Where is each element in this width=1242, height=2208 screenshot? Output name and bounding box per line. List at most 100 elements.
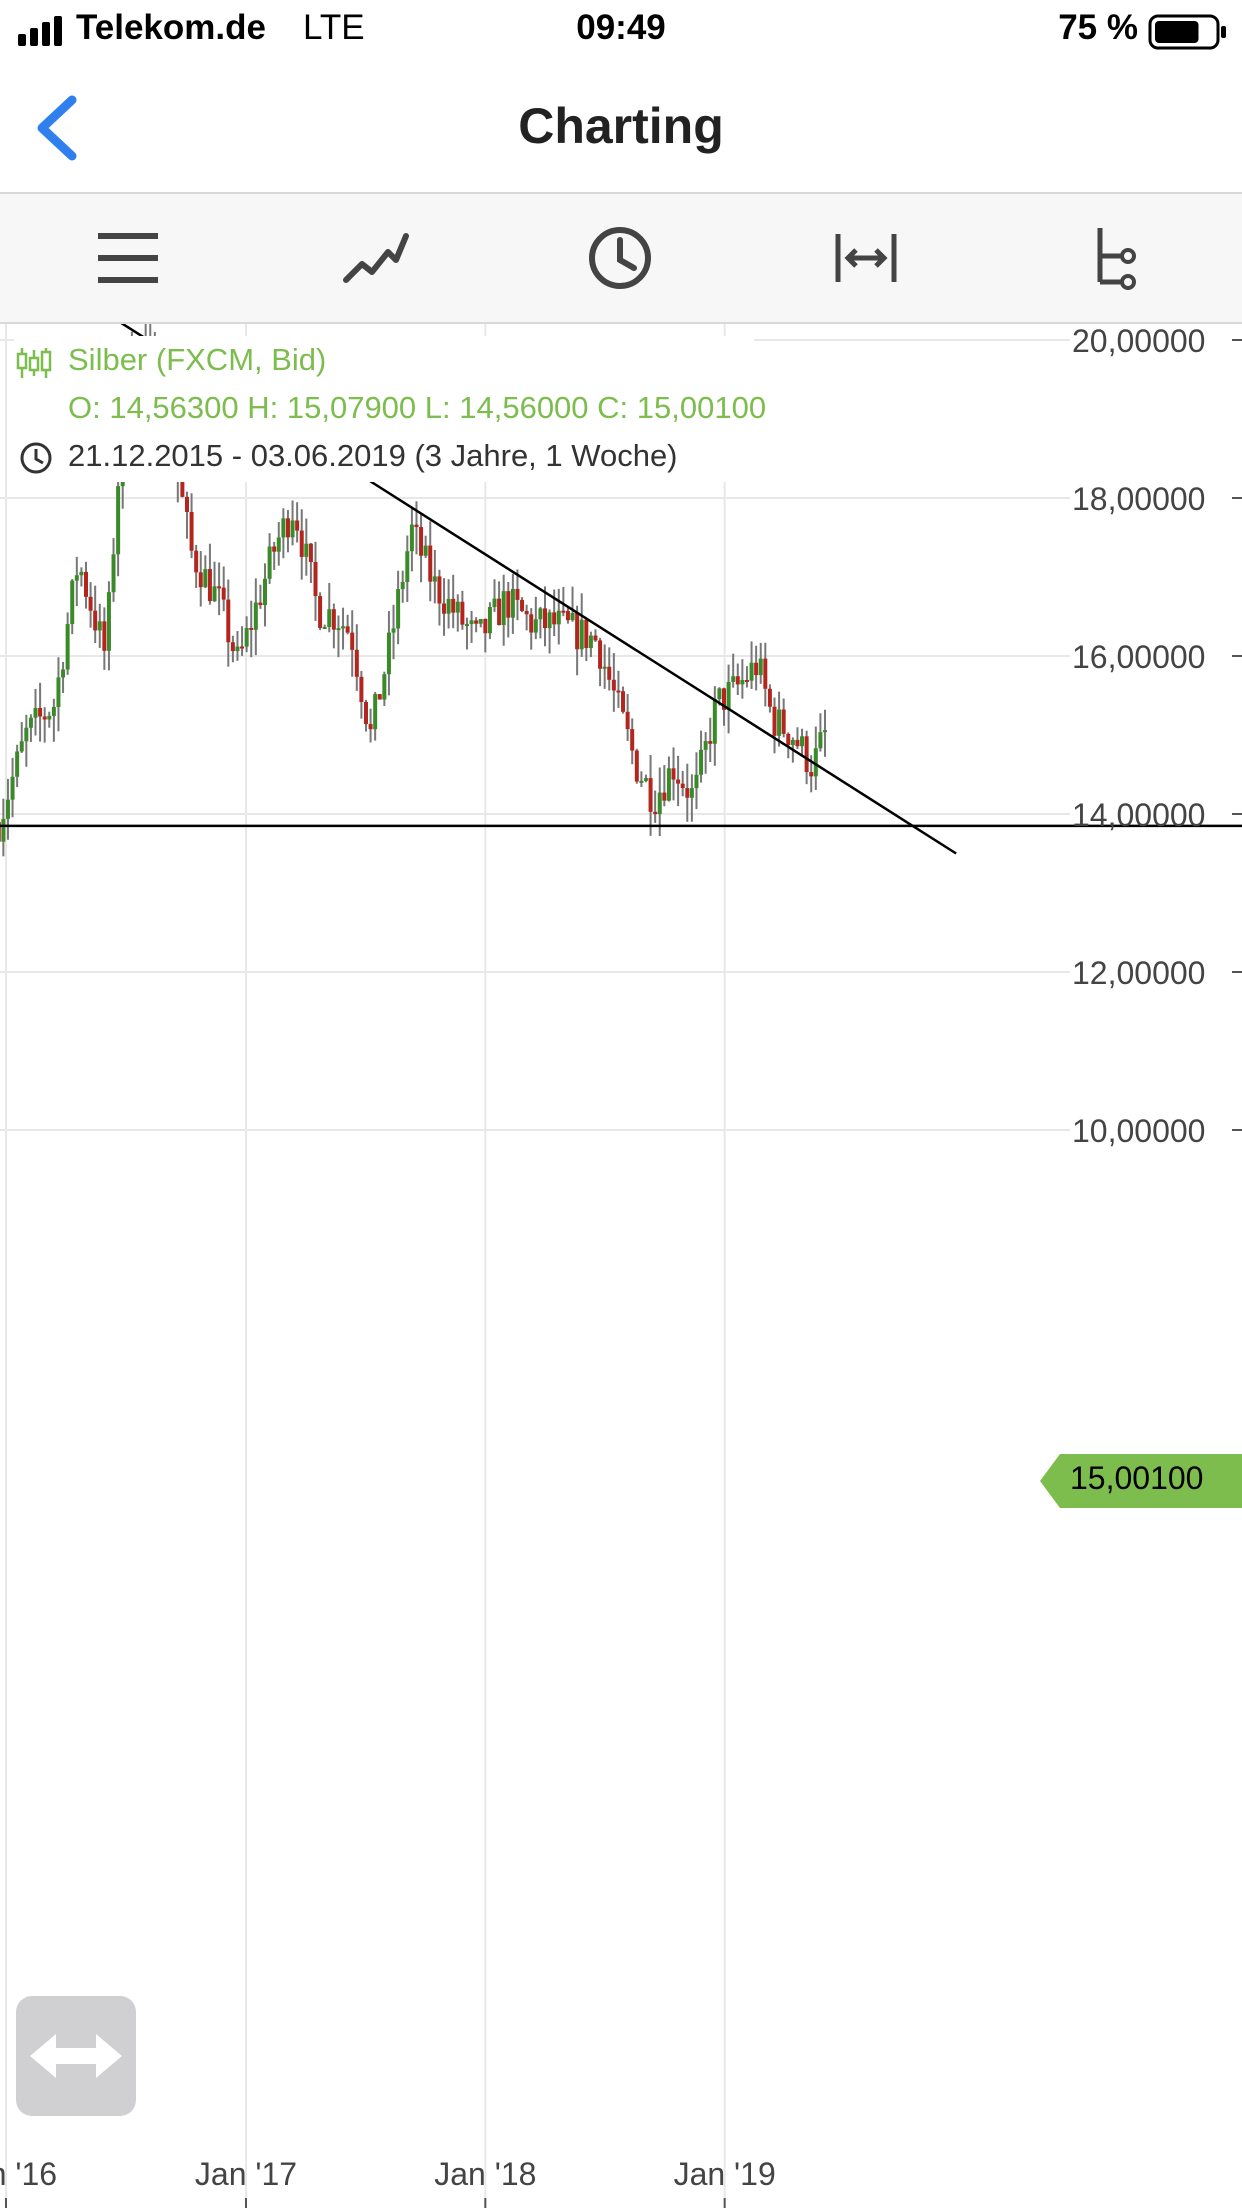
- candle-body: [754, 662, 759, 676]
- candle-body: [377, 694, 382, 700]
- candle-body: [772, 706, 777, 736]
- y-tick-label: 18,00000: [1072, 481, 1205, 517]
- navigation-bar: Charting: [0, 64, 1242, 194]
- candle-body: [327, 609, 332, 627]
- clock-icon: [589, 227, 651, 289]
- candle-body: [281, 518, 286, 538]
- candle-body: [341, 626, 346, 629]
- reset-zoom-button[interactable]: [16, 1996, 136, 2116]
- menu-icon: [98, 233, 158, 283]
- candle-body: [396, 589, 401, 629]
- candle-body: [47, 715, 52, 720]
- y-tick-label: 14,00000: [1072, 797, 1205, 833]
- candle-body: [694, 774, 699, 789]
- candle-body: [492, 598, 497, 608]
- back-button[interactable]: [28, 88, 88, 168]
- candle-body: [386, 632, 391, 675]
- candlestick-series: [0, 324, 827, 857]
- drawing-tools-button[interactable]: [1072, 218, 1152, 298]
- candle-body: [464, 624, 469, 627]
- double-arrow-icon: [30, 2034, 122, 2078]
- candle-body: [708, 741, 713, 744]
- candle-body: [267, 546, 272, 579]
- candle-body: [809, 772, 814, 777]
- candle-body: [611, 679, 616, 691]
- candle-body: [547, 612, 552, 629]
- candle-body: [662, 792, 667, 801]
- page-title: Charting: [518, 98, 724, 154]
- candle-body: [308, 543, 313, 562]
- candle-body: [506, 591, 511, 618]
- candle-body: [38, 707, 43, 717]
- candle-body: [295, 520, 300, 531]
- candle-body: [221, 587, 226, 600]
- candle-body: [621, 691, 626, 712]
- candle-body: [83, 571, 88, 597]
- candle-body: [469, 620, 474, 625]
- candle-body: [189, 511, 194, 551]
- candle-body: [758, 658, 763, 676]
- candle-body: [689, 788, 694, 798]
- chart-type-button[interactable]: [334, 218, 414, 298]
- candle-body: [593, 635, 598, 641]
- candle-body: [331, 609, 336, 630]
- candle-body: [699, 749, 704, 775]
- candle-body: [400, 581, 405, 590]
- candle-body: [359, 676, 364, 702]
- candle-body: [235, 646, 240, 652]
- candle-body: [804, 736, 809, 773]
- candle-body: [685, 788, 690, 798]
- fit-width-button[interactable]: [826, 218, 906, 298]
- fit-width-icon: [835, 234, 897, 282]
- candle-body: [588, 635, 593, 649]
- candle-body: [497, 598, 502, 626]
- candle-body: [198, 572, 203, 588]
- candle-body: [258, 602, 263, 606]
- x-tick-label: Jan '16: [0, 2156, 57, 2192]
- candle-body: [102, 621, 107, 651]
- tree-icon: [1097, 228, 1136, 290]
- candle-body: [478, 618, 483, 624]
- candle-body: [607, 666, 612, 680]
- candle-body: [455, 601, 460, 613]
- candle-body: [230, 642, 235, 652]
- candle-body: [538, 608, 543, 620]
- date-range: 21.12.2015 - 03.06.2019 (3 Jahre, 1 Woch…: [68, 438, 678, 473]
- candle-body: [552, 612, 557, 625]
- instrument-name: Silber (FXCM, Bid): [68, 342, 327, 377]
- candle-body: [299, 530, 304, 557]
- x-tick-label: Jan '18: [434, 2156, 536, 2192]
- candle-body: [818, 732, 823, 749]
- menu-button[interactable]: [88, 218, 168, 298]
- candle-body: [575, 612, 580, 650]
- candle-body: [510, 588, 515, 618]
- candle-body: [529, 614, 534, 633]
- candle-body: [625, 711, 630, 730]
- candle-body: [639, 780, 644, 783]
- candle-body: [616, 690, 621, 693]
- candle-body: [70, 580, 75, 625]
- line-chart-icon: [343, 233, 409, 283]
- candle-body: [703, 741, 708, 750]
- candle-body: [253, 602, 258, 630]
- chart-legend: Silber (FXCM, Bid) O: 14,56300 H: 15,079…: [14, 336, 766, 482]
- candle-body: [56, 677, 61, 707]
- candle-body: [446, 598, 451, 614]
- candle-body: [28, 717, 33, 728]
- candle-body: [579, 619, 584, 650]
- candle-body: [15, 751, 20, 777]
- timeframe-button[interactable]: [580, 218, 660, 298]
- candle-body: [634, 750, 639, 782]
- candle-body: [382, 674, 387, 700]
- candle-body: [671, 768, 676, 780]
- candle-body: [483, 618, 488, 634]
- price-chart[interactable]: 24,0000022,0000020,0000018,0000016,00000…: [0, 324, 1242, 2208]
- candle-body: [520, 599, 525, 611]
- candle-body: [740, 679, 745, 685]
- candle-body: [304, 543, 309, 557]
- candle-body: [363, 701, 368, 725]
- x-tick-label: Jan '17: [195, 2156, 297, 2192]
- candle-body: [524, 610, 529, 615]
- candle-body: [74, 575, 79, 581]
- clock-time: 09:49: [576, 8, 666, 47]
